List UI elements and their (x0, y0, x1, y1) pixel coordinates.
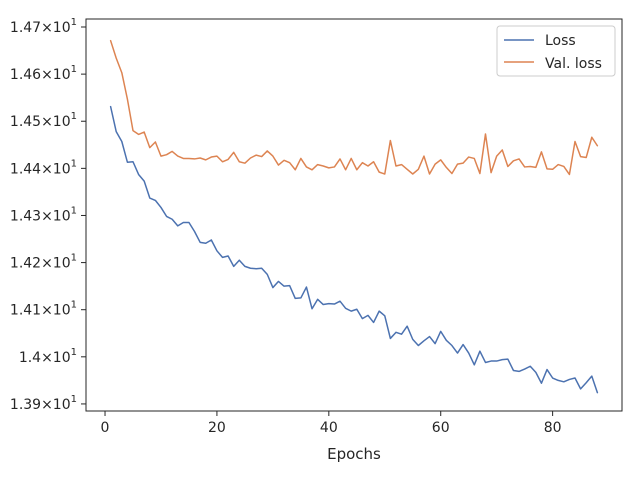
y-tick-label: 1.44×101 (10, 158, 77, 177)
y-tick-label: 1.41×101 (10, 300, 77, 319)
y-tick-label: 1.45×101 (10, 111, 77, 130)
y-tick-label: 1.43×101 (10, 205, 77, 224)
x-tick-label: 20 (208, 420, 226, 436)
y-tick-label: 1.42×101 (10, 253, 77, 272)
x-tick-label: 60 (432, 420, 450, 436)
x-axis-label: Epochs (327, 445, 381, 463)
legend-label-val-loss: Val. loss (545, 56, 602, 72)
series-layer (109, 39, 599, 394)
legend: Loss Val. loss (496, 25, 616, 77)
y-tick-label: 1.39×101 (10, 394, 77, 413)
legend-box (496, 25, 616, 77)
y-axis-ticks: 1.39×101 1.4×101 1.41×101 1.42×101 1.43×101 1… (10, 17, 86, 413)
series-line-val-loss (109, 39, 599, 176)
x-axis-ticks: 0 20 40 60 80 (101, 411, 562, 436)
x-tick-label: 80 (544, 420, 562, 436)
series-line-loss (109, 105, 599, 394)
y-tick-label: 1.46×101 (10, 64, 77, 83)
y-tick-label: 1.47×101 (10, 17, 77, 36)
y-tick-label: 1.4×101 (19, 347, 77, 366)
x-tick-label: 0 (101, 420, 110, 436)
x-tick-label: 40 (320, 420, 338, 436)
legend-label-loss: Loss (545, 33, 576, 49)
